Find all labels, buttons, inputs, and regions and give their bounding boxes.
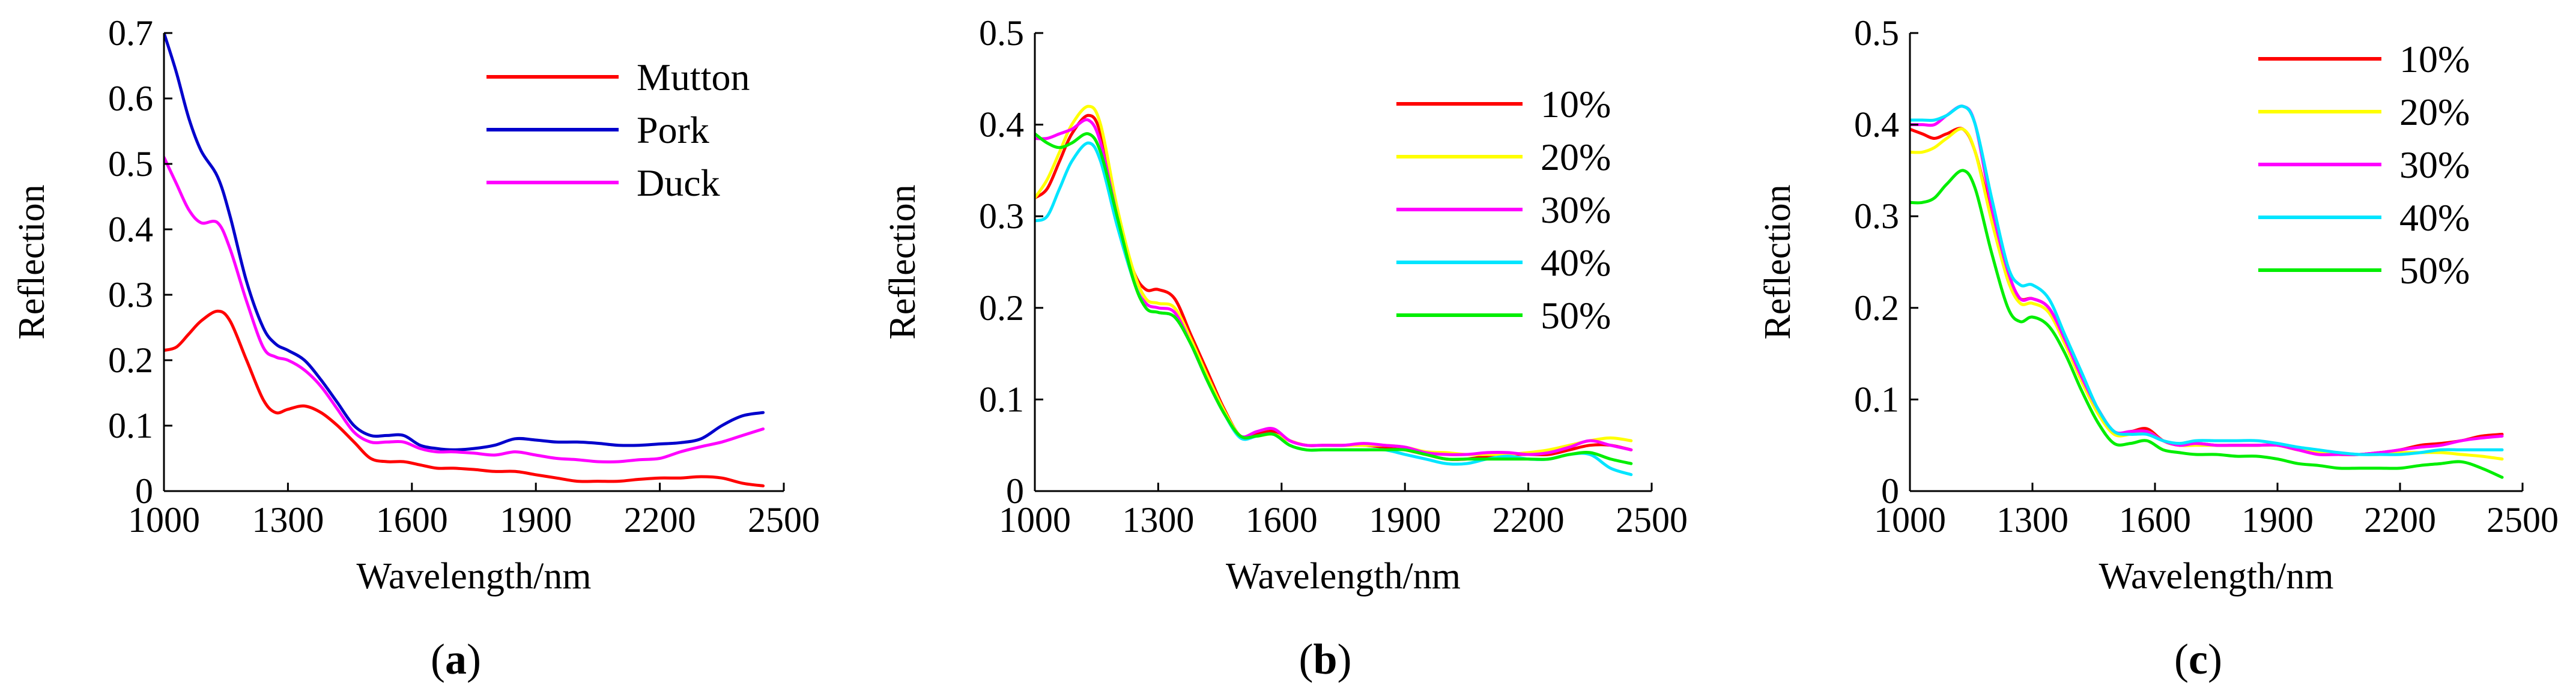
legend-label: 20% — [1541, 136, 1611, 178]
caption-open-paren: ( — [1299, 635, 1313, 683]
y-tick-label: 0.3 — [108, 275, 153, 315]
y-axis-label: Reflection — [882, 184, 923, 339]
y-tick-label: 0.5 — [979, 13, 1024, 53]
y-tick-label: 0.1 — [1854, 379, 1899, 419]
y-tick-label: 0.2 — [979, 288, 1024, 328]
caption-letter: c — [2189, 635, 2208, 683]
x-tick-label: 1600 — [1246, 500, 1318, 540]
y-tick-label: 0 — [135, 471, 153, 511]
y-axis-label: Reflection — [1757, 184, 1798, 339]
x-tick-label: 1000 — [128, 500, 200, 540]
chart-panel-a: 1000 1300 1600 1900 2200 2500 0 0.1 0.2 0.3 0.4 0.5… — [11, 13, 820, 683]
y-tick-label: 0.4 — [979, 105, 1024, 145]
x-axis-label: Wavelength/nm — [2099, 556, 2333, 597]
legend-label: Pork — [637, 109, 709, 151]
x-tick-label: 2200 — [2364, 500, 2436, 540]
legend-label: 40% — [1541, 241, 1611, 284]
legend-label: 50% — [1541, 294, 1611, 337]
y-tick-label: 0 — [1006, 471, 1024, 511]
chart-panel-b: 1000 1300 1600 1900 2200 2500 0 0.1 0.2 0.3 0.4 0.5… — [882, 13, 1688, 683]
series-group — [1910, 104, 2504, 479]
y-tick-label: 0.3 — [1854, 196, 1899, 236]
y-axis-label: Reflection — [11, 184, 52, 339]
legend: Mutton Pork Duck — [486, 56, 750, 204]
y-tick-label: 0 — [1881, 471, 1899, 511]
x-axis-label: Wavelength/nm — [356, 556, 591, 597]
series-group — [1035, 104, 1633, 476]
x-tick-label: 1900 — [2241, 500, 2314, 540]
x-tick-label: 1300 — [1996, 500, 2068, 540]
y-tick-label: 0.1 — [979, 379, 1024, 419]
x-tick-label: 2200 — [1493, 500, 1565, 540]
y-tick-label: 0.7 — [108, 13, 153, 53]
legend-label: 40% — [2399, 196, 2470, 239]
x-tick-label: 1000 — [1874, 500, 1946, 540]
series-line-pork — [164, 33, 765, 451]
series-line-50pct — [1035, 132, 1633, 465]
y-tick-label: 0.4 — [108, 210, 153, 249]
legend-label: 30% — [2399, 143, 2470, 186]
panel-caption: (a) — [431, 635, 481, 683]
legend-label: 10% — [1541, 83, 1611, 125]
y-tick-label: 0.2 — [108, 340, 153, 380]
caption-close-paren: ) — [467, 635, 481, 683]
caption-open-paren: ( — [2174, 635, 2189, 683]
caption-letter: a — [445, 635, 467, 683]
legend: 10% 20% 30% 40% 50% — [2258, 38, 2470, 292]
legend: 10% 20% 30% 40% 50% — [1396, 83, 1611, 337]
y-tick-label: 0.3 — [979, 196, 1024, 236]
caption-close-paren: ) — [2208, 635, 2222, 683]
y-tick-label: 0.2 — [1854, 288, 1899, 328]
y-tick-label: 0.5 — [108, 144, 153, 184]
x-tick-label: 1300 — [252, 500, 324, 540]
x-axis-label: Wavelength/nm — [1226, 556, 1461, 597]
panel-caption: (c) — [2174, 635, 2222, 683]
caption-letter: b — [1313, 635, 1337, 683]
y-tick-label: 0.6 — [108, 79, 153, 118]
x-tick-label: 2500 — [2487, 500, 2559, 540]
series-group — [164, 33, 765, 487]
legend-label: 30% — [1541, 189, 1611, 231]
x-tick-label: 1300 — [1122, 500, 1194, 540]
legend-label: 50% — [2399, 249, 2470, 292]
x-tick-label: 1600 — [376, 500, 448, 540]
series-line-50pct — [1910, 169, 2504, 479]
x-tick-label: 1900 — [1369, 500, 1441, 540]
series-line-mutton — [164, 309, 765, 487]
x-tick-label: 2500 — [748, 500, 820, 540]
y-tick-label: 0.5 — [1854, 13, 1899, 53]
panel-caption: (b) — [1299, 635, 1351, 683]
x-tick-label: 2200 — [624, 500, 696, 540]
legend-label: 20% — [2399, 91, 2470, 133]
y-tick-label: 0.1 — [108, 406, 153, 445]
legend-label: Mutton — [637, 56, 750, 98]
y-tick-label: 0.4 — [1854, 105, 1899, 145]
series-line-duck — [164, 155, 765, 463]
legend-label: Duck — [637, 161, 720, 204]
x-tick-label: 2500 — [1616, 500, 1688, 540]
caption-open-paren: ( — [431, 635, 445, 683]
x-tick-label: 1900 — [500, 500, 572, 540]
series-line-40pct — [1910, 104, 2504, 456]
legend-label: 10% — [2399, 38, 2470, 80]
x-tick-label: 1600 — [2119, 500, 2191, 540]
chart-panel-c: 1000 1300 1600 1900 2200 2500 0 0.1 0.2 0.3 0.4 0.5… — [1757, 13, 2559, 683]
x-tick-label: 1000 — [999, 500, 1071, 540]
caption-close-paren: ) — [1338, 635, 1352, 683]
